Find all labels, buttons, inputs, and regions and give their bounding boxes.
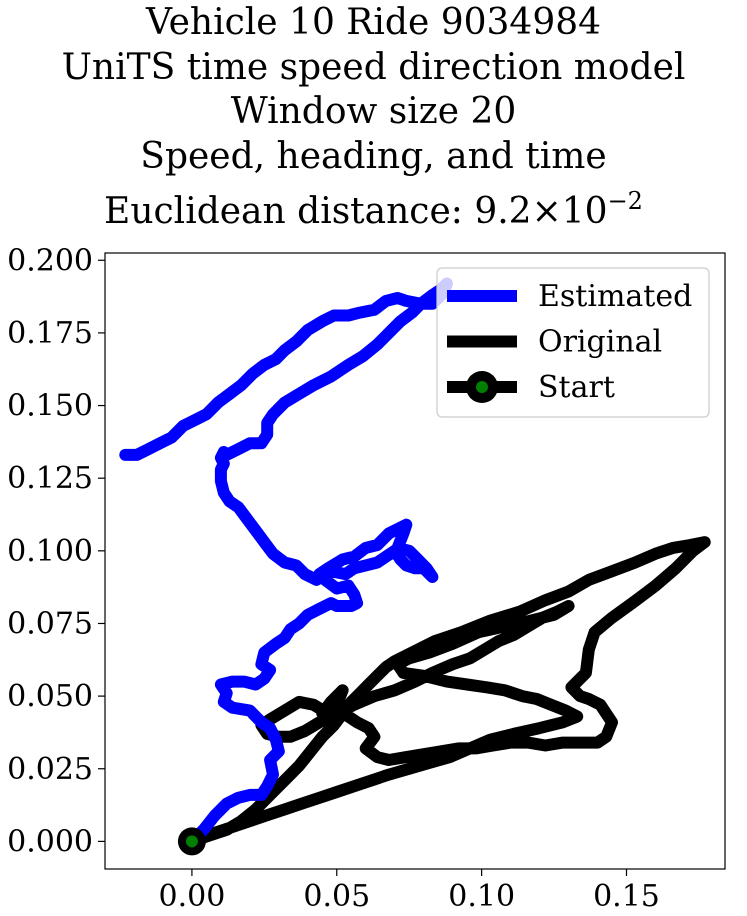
y-tick-label: 0.200 [7, 243, 93, 278]
legend-box [436, 267, 710, 418]
series-line-estimated [119, 277, 453, 848]
ticks-layer: 0.00 0.05 0.10 0.15 0.000 0.025 0.050 0.075 0.10… [7, 243, 660, 914]
y-tick-label: 0.175 [7, 316, 93, 351]
y-tick-label: 0.125 [7, 461, 93, 496]
title-distance-text: Euclidean distance: 9.2×10 [104, 191, 608, 232]
title-line-5: Euclidean distance: 9.2×10−2 [0, 179, 747, 235]
y-tick-label: 0.150 [7, 389, 93, 424]
legend-start-marker-center [476, 381, 488, 393]
title-exponent: −2 [607, 187, 643, 215]
y-tick-label: 0.000 [7, 824, 93, 859]
x-tick-label: 0.15 [593, 879, 660, 914]
x-tick-label: 0.10 [448, 879, 515, 914]
legend-label-original: Original [538, 325, 662, 360]
series-layer [119, 277, 711, 856]
x-tick-label: 0.00 [159, 879, 226, 914]
title-line-2: UniTS time speed direction model [61, 46, 686, 88]
series-line-original [185, 536, 711, 848]
y-tick-label: 0.050 [7, 679, 93, 714]
title-line-1: Vehicle 10 Ride 9034984 [145, 2, 602, 43]
legend-label-start: Start [538, 370, 615, 405]
x-tick-label: 0.05 [303, 879, 370, 914]
y-tick-label: 0.025 [7, 752, 93, 787]
title-line-3: Window size 20 [230, 91, 517, 132]
plot-frame [104, 252, 726, 870]
chart-title: Vehicle 10 Ride 9034984 UniTS time speed… [0, 0, 747, 235]
y-tick-label: 0.075 [7, 606, 93, 641]
title-line-4: Speed, heading, and time [140, 135, 607, 177]
start-marker-center [185, 835, 198, 848]
legend-label-estimated: Estimated [538, 279, 692, 314]
legend: Estimated Original Start [436, 267, 710, 418]
y-tick-label: 0.100 [7, 534, 93, 569]
